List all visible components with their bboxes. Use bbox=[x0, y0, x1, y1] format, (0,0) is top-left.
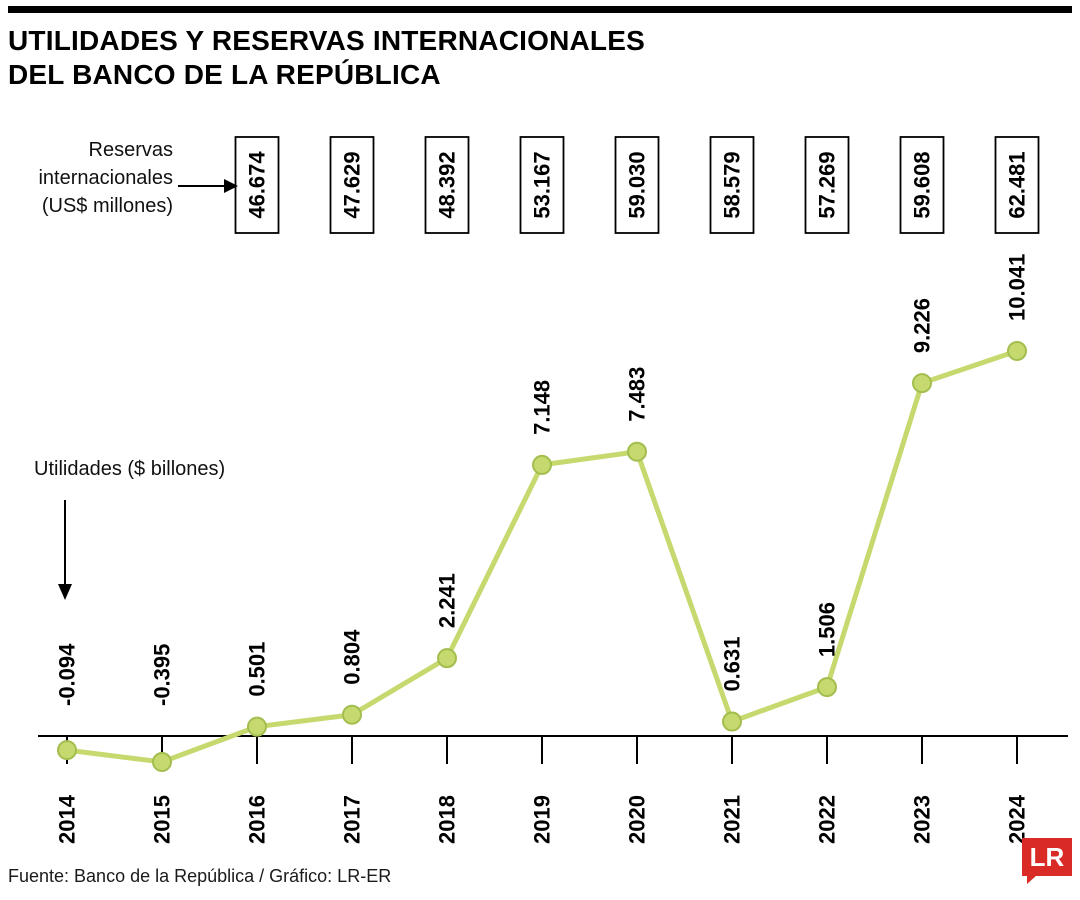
x-axis-year-label: 2019 bbox=[530, 795, 555, 844]
utilidades-value-label: 0.631 bbox=[720, 636, 745, 691]
lr-logo: LR bbox=[1022, 838, 1072, 884]
source-credit: Fuente: Banco de la República / Gráfico:… bbox=[8, 866, 392, 886]
utilidades-arrow-head bbox=[58, 584, 72, 600]
utilidades-value-label: 0.501 bbox=[245, 642, 270, 697]
utilidades-value-label: 1.506 bbox=[815, 602, 840, 657]
utilidades-value-label: 7.148 bbox=[530, 380, 555, 435]
x-axis-year-label: 2015 bbox=[150, 795, 175, 844]
utilidades-point bbox=[817, 677, 837, 698]
utilidades-point bbox=[437, 648, 457, 669]
utilidades-value-label: 9.226 bbox=[910, 298, 935, 353]
chart-title-line1: UTILIDADES Y RESERVAS INTERNACIONALES bbox=[8, 25, 645, 56]
utilidades-value-label: 10.041 bbox=[1005, 254, 1030, 321]
utilidades-point bbox=[722, 711, 742, 732]
utilidades-value-label: 7.483 bbox=[625, 367, 650, 422]
x-axis-year-label: 2022 bbox=[815, 795, 840, 844]
x-axis-year-label: 2024 bbox=[1005, 794, 1030, 844]
utilidades-series-label: Utilidades ($ billones) bbox=[34, 458, 226, 480]
utilidades-line bbox=[64, 348, 1020, 765]
reserves-value: 48.392 bbox=[435, 151, 460, 218]
reserves-value-box bbox=[614, 136, 660, 234]
reservas-label-line1: Reservas bbox=[88, 139, 173, 161]
x-axis-year-label: 2018 bbox=[435, 795, 460, 844]
utilidades-value-label: 2.241 bbox=[435, 573, 460, 628]
reservas-label-line3: (US$ millones) bbox=[41, 195, 173, 217]
reserves-value-box bbox=[994, 136, 1040, 234]
utilidades-point bbox=[627, 441, 647, 462]
reserves-value-box bbox=[329, 136, 375, 234]
x-axis-year-label: 2021 bbox=[720, 795, 745, 844]
top-rule bbox=[8, 6, 1072, 13]
reserves-value: 57.269 bbox=[815, 151, 840, 218]
reservas-arrow-head bbox=[224, 179, 238, 193]
utilidades-point bbox=[1007, 340, 1027, 361]
reservas-series-label: Reservas internacionales (US$ millones) bbox=[38, 136, 173, 220]
lr-logo-text: LR bbox=[1029, 841, 1065, 872]
reserves-value: 62.481 bbox=[1005, 151, 1030, 218]
reservas-label-line2: internacionales bbox=[38, 167, 173, 189]
utilidades-value-label: -0.395 bbox=[150, 644, 175, 706]
utilidades-point bbox=[152, 751, 172, 772]
reserves-value-box bbox=[424, 136, 470, 234]
utilidades-point bbox=[247, 716, 267, 737]
utilidades-value-label: -0.094 bbox=[55, 643, 80, 706]
reserves-value: 53.167 bbox=[530, 151, 555, 218]
x-axis-year-label: 2016 bbox=[245, 795, 270, 844]
reserves-value: 47.629 bbox=[340, 151, 365, 218]
chart-title-line2: DEL BANCO DE LA REPÚBLICA bbox=[8, 59, 441, 91]
reserves-value-box bbox=[234, 136, 280, 234]
utilidades-value-label: 0.804 bbox=[340, 629, 365, 685]
reserves-value: 46.674 bbox=[245, 151, 270, 219]
reserves-value-box bbox=[804, 136, 850, 234]
reserves-value: 59.608 bbox=[910, 151, 935, 218]
reserves-value: 58.579 bbox=[720, 151, 745, 218]
x-axis-year-label: 2014 bbox=[55, 794, 80, 844]
reserves-value: 59.030 bbox=[625, 151, 650, 218]
utilidades-point bbox=[57, 740, 77, 761]
utilidades-point bbox=[342, 704, 362, 725]
chart-title: UTILIDADES Y RESERVAS INTERNACIONALES DE… bbox=[8, 24, 645, 92]
x-axis-year-label: 2017 bbox=[340, 795, 365, 844]
reserves-value-box bbox=[899, 136, 945, 234]
x-axis-year-label: 2020 bbox=[625, 795, 650, 844]
utilidades-point bbox=[912, 373, 932, 394]
utilidades-point bbox=[532, 454, 552, 475]
reserves-value-box bbox=[709, 136, 755, 234]
x-axis-year-label: 2023 bbox=[910, 795, 935, 844]
reserves-value-box bbox=[519, 136, 565, 234]
